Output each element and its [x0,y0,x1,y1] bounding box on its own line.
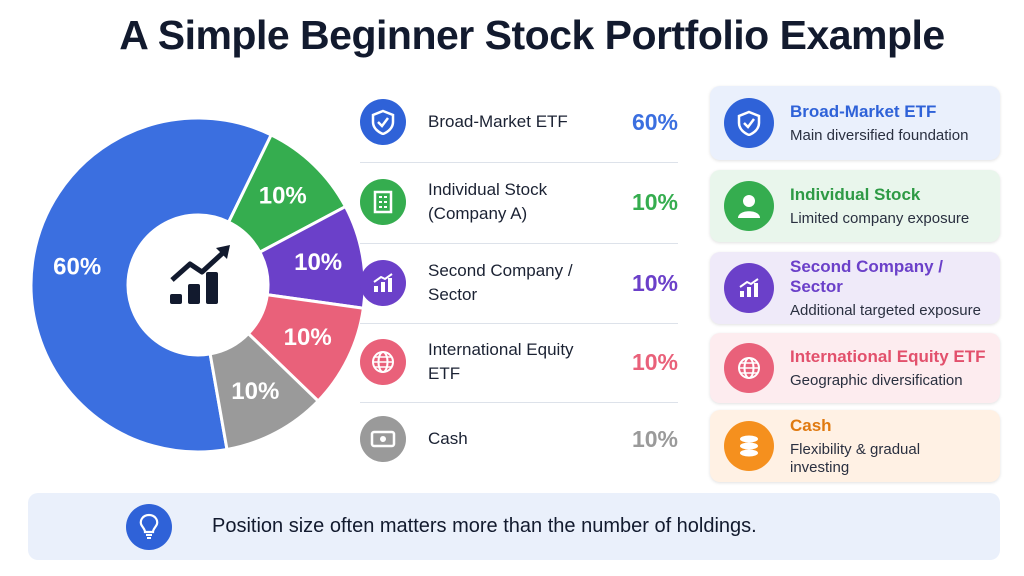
wedge-label: 60% [53,253,101,280]
icon [724,421,774,471]
legend-name: Second Company / Sector [428,261,573,304]
icon [724,98,774,148]
card-text: Geographic diversification [790,371,963,389]
donut-chart: 60%10%10%10%10% [29,116,367,454]
title: A Simple Beginner Stock Portfolio Exampl… [119,12,945,58]
icon [360,99,406,145]
footer-text: Position size often matters more than th… [212,515,757,537]
legend-row: Individual Stock (Company A) 10% [360,164,678,240]
icon [724,343,774,393]
card-text: Main diversified foundation [790,126,969,144]
card-title: Broad-Market ETF [790,101,937,121]
card-title: International Equity ETF [790,346,986,366]
legend-name: Broad-Market ETF [428,112,568,132]
icon [126,503,172,550]
wedge-label: 10% [259,183,307,210]
legend-row: International Equity ETF 10% [360,324,678,400]
legend-name: Cash [428,429,468,449]
icon [724,181,774,231]
center-icon [170,245,230,304]
legend-value: 10% [631,269,678,296]
footer: Position size often matters more than th… [28,493,1000,560]
legend-row: Broad-Market ETF 60% [360,84,678,160]
legend-value: 10% [631,425,678,452]
icon [360,260,406,306]
card-text: Limited company exposure [790,209,970,227]
card: Broad-Market ETF Main diversified foundat… [710,86,1000,160]
legend-row: Cash 10% [360,401,678,477]
wedge-label: 10% [231,378,279,405]
legend-name: International Equity ETF [428,340,574,383]
legend-value: 10% [631,188,678,215]
card-text: Additional targeted exposure [790,301,981,319]
card-title: Cash [790,415,832,435]
divider [360,402,678,403]
icon [360,339,406,385]
card-title: Second Company / Sector [790,256,944,296]
wedge-label: 10% [284,324,332,351]
divider [360,323,678,324]
icon [724,263,774,313]
card: Cash Flexibility & gradual investing [710,410,1000,482]
legend-value: 60% [631,108,678,135]
card: Individual Stock Limited company exposure [710,170,1000,242]
card: Second Company / Sector Additional target… [710,252,1000,324]
legend-value: 10% [631,348,678,375]
legend-row: Second Company / Sector 10% [360,245,678,321]
icon [360,416,406,462]
icon [360,179,406,225]
card-title: Individual Stock [790,184,921,204]
divider [360,162,678,163]
wedge-label: 10% [294,249,342,276]
card: International Equity ETF Geographic diver… [710,333,1000,403]
divider [360,243,678,244]
legend-name: Individual Stock (Company A) [428,180,548,223]
card-text: Flexibility & gradual investing [790,440,921,476]
